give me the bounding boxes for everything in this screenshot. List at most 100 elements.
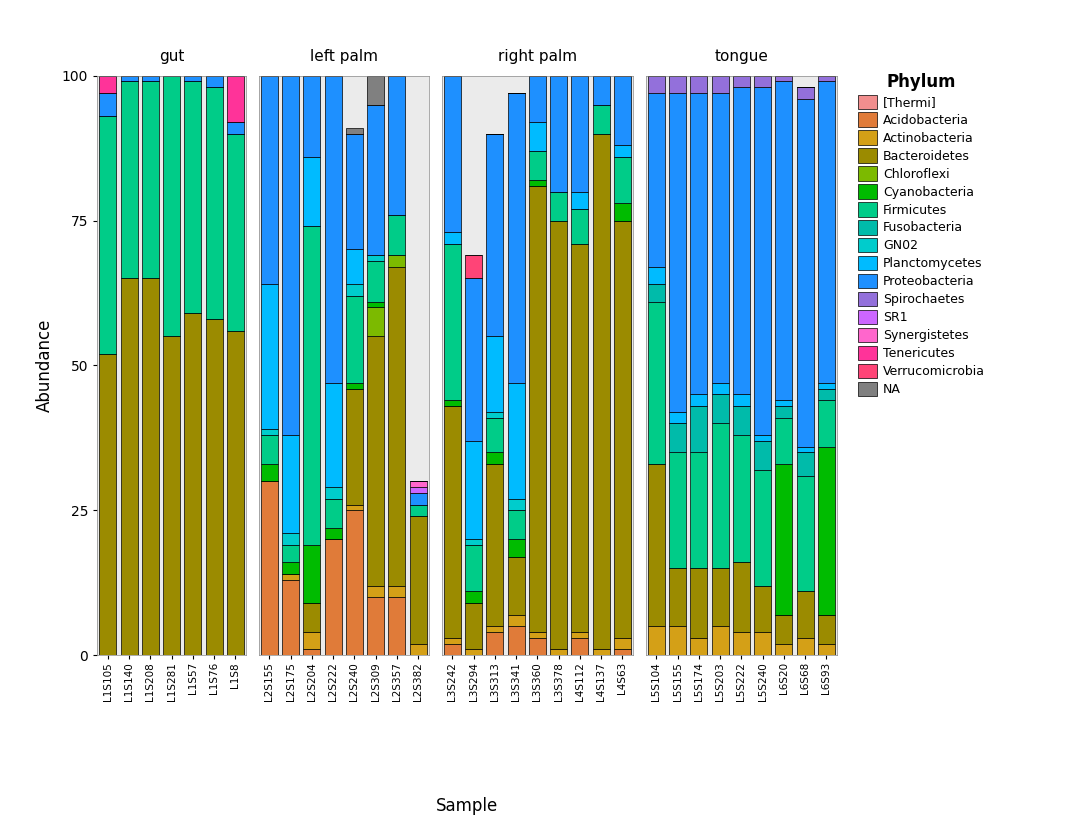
Bar	[670, 568, 686, 627]
Bar	[163, 76, 180, 336]
Bar	[508, 615, 525, 627]
Bar	[346, 505, 363, 510]
Bar	[670, 423, 686, 452]
Bar	[346, 383, 363, 389]
Bar	[797, 87, 813, 99]
Bar	[486, 134, 503, 336]
Bar	[409, 505, 427, 516]
Bar	[593, 76, 609, 105]
Bar	[367, 261, 384, 302]
Bar	[818, 400, 835, 447]
Bar	[818, 389, 835, 400]
Bar	[733, 563, 750, 632]
Bar	[797, 591, 813, 638]
Bar	[409, 643, 427, 655]
Bar	[550, 220, 567, 649]
Bar	[529, 76, 545, 122]
Bar	[712, 383, 729, 394]
Bar	[227, 134, 244, 331]
Bar	[690, 93, 707, 394]
Bar	[754, 435, 771, 441]
Bar	[613, 649, 631, 655]
Bar	[797, 475, 813, 591]
Bar	[303, 649, 321, 655]
Bar	[775, 643, 793, 655]
Text: Sample: Sample	[436, 797, 498, 816]
Bar	[367, 307, 384, 336]
Bar	[465, 279, 482, 441]
Bar	[389, 255, 405, 267]
Bar	[389, 585, 405, 597]
Bar	[613, 220, 631, 638]
Bar	[99, 93, 117, 116]
Bar	[690, 452, 707, 568]
Bar	[712, 423, 729, 568]
Bar	[712, 93, 729, 383]
Bar	[444, 244, 461, 400]
Bar	[389, 267, 405, 585]
Bar	[529, 638, 545, 655]
Bar	[486, 412, 503, 417]
Bar	[261, 481, 278, 655]
Bar	[409, 493, 427, 505]
Bar	[444, 232, 461, 244]
Bar	[508, 557, 525, 615]
Bar	[613, 157, 631, 203]
Bar	[593, 649, 609, 655]
Bar	[346, 249, 363, 284]
Bar	[346, 128, 363, 134]
Legend: [Thermi], Acidobacteria, Actinobacteria, Bacteroidetes, Chloroflexi, Cyanobacter: [Thermi], Acidobacteria, Actinobacteria,…	[854, 69, 988, 400]
Bar	[508, 93, 525, 383]
Bar	[121, 76, 137, 81]
Bar	[670, 452, 686, 568]
Bar	[367, 302, 384, 307]
Bar	[818, 383, 835, 389]
Bar	[648, 284, 665, 302]
Bar	[444, 643, 461, 655]
Bar	[282, 545, 299, 563]
Bar	[389, 215, 405, 255]
Bar	[754, 585, 771, 632]
Bar	[303, 157, 321, 226]
Bar	[261, 435, 278, 464]
Bar	[571, 244, 589, 632]
Bar	[346, 134, 363, 249]
Bar	[325, 539, 341, 655]
Bar	[261, 464, 278, 481]
Bar	[712, 627, 729, 655]
Bar	[775, 400, 793, 406]
Bar	[303, 76, 321, 157]
Bar	[818, 76, 835, 81]
Bar	[141, 279, 159, 655]
Bar	[367, 105, 384, 255]
Bar	[367, 76, 384, 105]
Bar	[367, 255, 384, 261]
Bar	[818, 643, 835, 655]
Bar	[690, 568, 707, 638]
Bar	[409, 487, 427, 493]
Bar	[690, 406, 707, 452]
Bar	[444, 76, 461, 232]
Bar	[261, 429, 278, 435]
Bar	[185, 81, 201, 313]
Bar	[670, 93, 686, 412]
Bar	[775, 615, 793, 643]
Bar	[690, 76, 707, 93]
Bar	[465, 255, 482, 279]
Bar	[670, 412, 686, 423]
Bar	[550, 192, 567, 220]
Bar	[205, 76, 222, 87]
Bar	[205, 87, 222, 319]
Bar	[99, 76, 117, 93]
Bar	[775, 81, 793, 400]
Bar	[648, 464, 665, 627]
Bar	[712, 394, 729, 423]
Bar	[389, 76, 405, 215]
Bar	[409, 516, 427, 643]
Bar	[185, 313, 201, 655]
Bar	[282, 580, 299, 655]
Bar	[486, 627, 503, 632]
Bar	[486, 632, 503, 655]
Bar	[465, 603, 482, 649]
Bar	[690, 394, 707, 406]
